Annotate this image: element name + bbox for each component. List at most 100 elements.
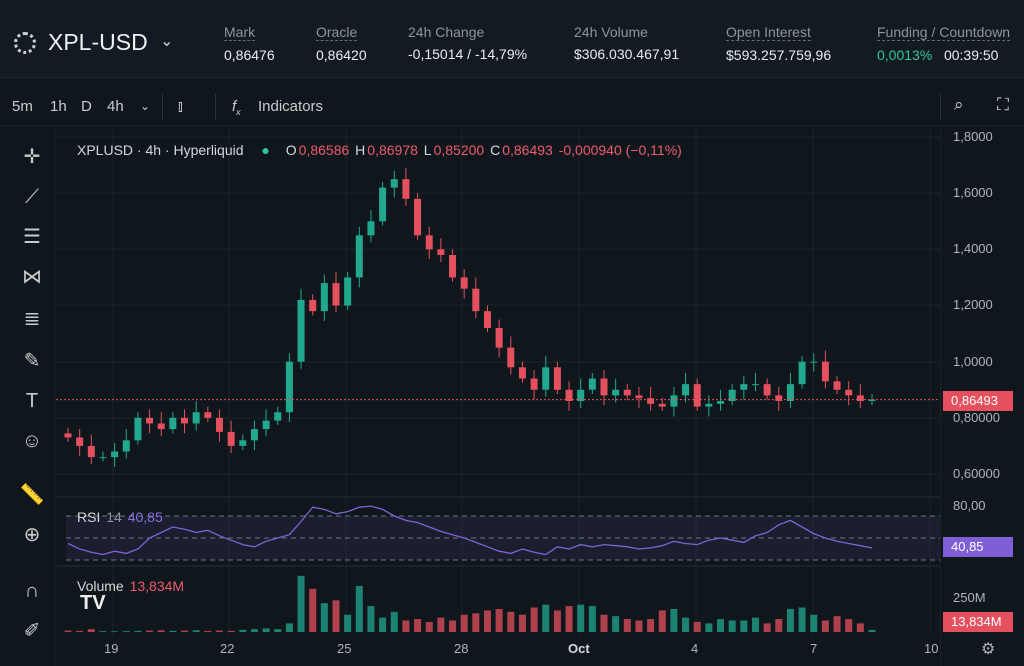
close-value: 0,86493 (502, 142, 553, 158)
ruler-icon[interactable]: 📏 (19, 484, 45, 506)
volume-bar (250, 629, 258, 632)
volume-bar (530, 607, 538, 632)
fib-icon[interactable]: ≣ (23, 308, 41, 330)
candle-body (717, 400, 725, 404)
volume-bar (518, 614, 526, 632)
volume-bar (64, 630, 72, 632)
candle-body (542, 367, 550, 390)
quick-search-icon[interactable]: ⌕ (954, 95, 964, 114)
volume-bar (309, 588, 317, 632)
chart-toolbar: 5m 1h D 4h ⌄ ⫾ fx Indicators ⌕ ⛶ (0, 88, 1024, 126)
candle-body (157, 423, 165, 430)
candle-body (169, 417, 177, 430)
chevron-down-icon[interactable]: ⌄ (140, 99, 151, 113)
volume-bar (693, 621, 701, 632)
volume-bar (460, 614, 468, 632)
crosshair-icon[interactable]: ✛ (23, 146, 41, 168)
volume-bar (542, 604, 550, 632)
emoji-icon[interactable]: ☺ (21, 430, 43, 452)
price-axis[interactable]: 1,8000 1,6000 1,4000 1,2000 1,0000 0,800… (940, 127, 1024, 666)
indicators-button[interactable]: Indicators (258, 98, 324, 115)
candle-body (682, 384, 690, 396)
volume-bar (647, 619, 655, 632)
magnet-icon[interactable]: ∩ (24, 580, 40, 602)
volume-bar (635, 620, 643, 632)
candle-body (425, 235, 433, 250)
close-label: C (490, 142, 501, 158)
fx-icon[interactable]: fx (232, 98, 241, 117)
volume-bar (845, 619, 853, 632)
time-tick: 22 (220, 641, 235, 656)
volume-bar (472, 613, 480, 632)
volume-bar (798, 607, 806, 632)
fullscreen-icon[interactable]: ⛶ (997, 95, 1009, 114)
interval-5m[interactable]: 5m (12, 98, 33, 115)
candle-body (483, 311, 491, 328)
volume-bar (181, 630, 189, 632)
trend-line-icon[interactable]: ⟋ (25, 186, 39, 208)
candle-type-icon[interactable]: ⫾ (178, 98, 183, 115)
divider (215, 94, 216, 120)
status-dot-icon: ● (261, 142, 270, 158)
interval-4h[interactable]: 4h (107, 98, 124, 115)
candle-body (87, 445, 95, 458)
settings-icon[interactable]: ⚙ (981, 641, 996, 658)
candle-body (274, 412, 282, 421)
lock-drawings-icon[interactable]: ✐ (23, 620, 41, 642)
stat-label[interactable]: Open Interest (726, 24, 811, 41)
candle-body (111, 451, 119, 458)
volume-bar (157, 630, 165, 632)
rsi-label: RSI (77, 509, 101, 525)
rsi-badge: 40,85 (943, 537, 1013, 557)
market-header: XPL-USD ⌄ Mark 0,86476 Oracle 0,86420 24h … (0, 0, 1024, 78)
candle-body (146, 417, 154, 424)
funding-rate: 0,0013% (877, 47, 933, 63)
volume-bar (262, 628, 270, 632)
volume-badge: 13,834M (943, 612, 1013, 632)
stat-mark: Mark 0,86476 (224, 24, 275, 63)
price-tick: 1,8000 (953, 129, 993, 144)
volume-bar (215, 630, 223, 632)
volume-bar (717, 619, 725, 632)
rsi-period: 14 (106, 509, 122, 525)
pair-selector[interactable]: XPL-USD (48, 29, 148, 55)
text-icon[interactable]: T (25, 390, 39, 412)
high-label: H (355, 142, 366, 158)
stat-value: -0,15014 / -14,79% (408, 46, 528, 62)
rsi-line (67, 505, 873, 556)
brush-icon[interactable]: ✎ (23, 350, 41, 372)
volume-bar (414, 619, 422, 632)
candle-body (495, 327, 503, 348)
stat-label[interactable]: Mark (224, 24, 256, 41)
horizontal-lines-icon[interactable]: ☰ (23, 226, 41, 248)
volume-bar (122, 631, 130, 632)
volume-bar (833, 616, 841, 632)
stat-label[interactable]: Funding / Countdown (877, 24, 1011, 41)
zoom-in-icon[interactable]: ⊕ (23, 524, 41, 546)
volume-bar (146, 630, 154, 632)
price-tick: 1,6000 (953, 185, 993, 200)
candle-body (553, 367, 561, 390)
candle-body (693, 384, 701, 407)
chevron-down-icon[interactable]: ⌄ (160, 33, 174, 50)
candle-body (623, 389, 631, 396)
volume-bar (425, 621, 433, 632)
divider (940, 94, 941, 120)
candle-body (320, 283, 328, 312)
interval-1h[interactable]: 1h (50, 98, 67, 115)
candle-body (798, 361, 806, 385)
volume-bar (507, 611, 515, 632)
volume-bar (565, 606, 573, 632)
volume-bar (111, 631, 119, 632)
stat-label[interactable]: Oracle (316, 24, 358, 41)
volume-bar (332, 600, 340, 632)
candle-body (250, 429, 258, 441)
candle-body (367, 221, 375, 236)
volume-bar (483, 610, 491, 632)
volume-bar (274, 629, 282, 632)
pattern-icon[interactable]: ⋈ (22, 266, 42, 288)
volume-bar (810, 614, 818, 632)
interval-d[interactable]: D (81, 98, 92, 115)
volume-bar (705, 623, 713, 632)
